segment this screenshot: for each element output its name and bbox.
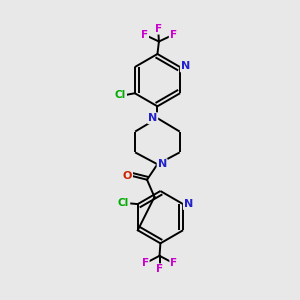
Text: Cl: Cl <box>117 198 128 208</box>
Text: F: F <box>155 24 162 34</box>
Text: N: N <box>158 159 167 169</box>
Text: F: F <box>156 264 163 274</box>
Text: O: O <box>123 171 132 181</box>
Text: F: F <box>170 258 177 268</box>
Text: N: N <box>181 61 190 71</box>
Text: F: F <box>169 30 177 40</box>
Text: F: F <box>141 30 148 40</box>
Text: N: N <box>184 199 193 209</box>
Text: F: F <box>142 258 149 268</box>
Text: Cl: Cl <box>115 90 126 100</box>
Text: N: N <box>148 113 157 123</box>
